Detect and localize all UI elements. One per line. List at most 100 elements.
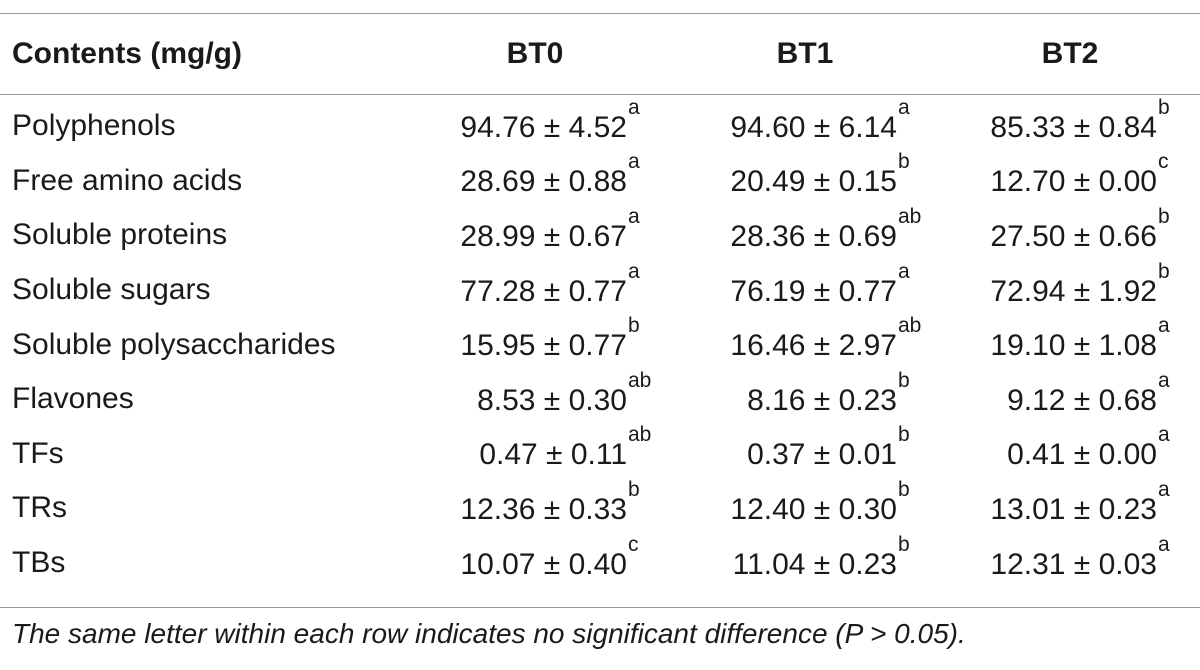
value-with-letter: 28.69 ± 0.88a [460, 150, 662, 199]
row-label: TRs [12, 491, 67, 525]
mean-sd-value: 94.76 ± 4.52 [460, 110, 627, 144]
significance-letter: a [898, 259, 910, 283]
mean-sd-value: 12.40 ± 0.30 [730, 492, 897, 526]
significance-letter: b [1158, 95, 1170, 119]
mean-sd-value: 72.94 ± 1.92 [990, 274, 1157, 308]
value-cell-bt0: 12.36 ± 0.33b [400, 478, 670, 536]
mean-sd-value: 20.49 ± 0.15 [730, 165, 897, 199]
mean-sd-value: 16.46 ± 2.97 [730, 329, 897, 363]
value-with-letter: 27.50 ± 0.66b [990, 205, 1192, 254]
significance-letter: b [1158, 204, 1170, 228]
table-row: Soluble polysaccharides 15.95 ± 0.77b 16.4… [0, 314, 1200, 372]
value-with-letter: 8.16 ± 0.23b [747, 369, 932, 418]
significance-letter: a [628, 204, 640, 228]
mean-sd-value: 94.60 ± 6.14 [730, 110, 897, 144]
value-cell-bt0: 77.28 ± 0.77a [400, 260, 670, 318]
value-with-letter: 28.36 ± 0.69ab [730, 205, 932, 254]
value-with-letter: 19.10 ± 1.08a [990, 314, 1192, 363]
value-cell-bt0: 0.47 ± 0.11ab [400, 423, 670, 482]
row-label: Soluble proteins [12, 218, 228, 252]
table-row: Free amino acids 28.69 ± 0.88a 20.49 ± 0.1… [0, 150, 1200, 209]
significance-letter: b [898, 423, 910, 447]
value-cell-bt0: 15.95 ± 0.77b [400, 314, 670, 372]
column-header-contents: Contents (mg/g) [12, 37, 242, 70]
table-top-rule [0, 13, 1200, 14]
significance-letter: a [1158, 314, 1170, 338]
value-with-letter: 12.31 ± 0.03a [990, 533, 1192, 582]
value-cell-bt2: 9.12 ± 0.68a [940, 368, 1200, 427]
table-header: Contents (mg/g) BT0 BT1 BT2 [0, 14, 1200, 94]
mean-sd-value: 10.07 ± 0.40 [460, 547, 627, 581]
row-label: Flavones [12, 382, 134, 416]
value-with-letter: 12.70 ± 0.00c [990, 150, 1192, 199]
value-with-letter: 76.19 ± 0.77a [730, 260, 932, 309]
table-row: Soluble proteins 28.99 ± 0.67a 28.36 ± 0.6… [0, 205, 1200, 263]
mean-sd-value: 9.12 ± 0.68 [1007, 383, 1157, 417]
value-with-letter: 8.53 ± 0.30ab [477, 369, 662, 418]
significance-letter: ab [898, 204, 922, 228]
value-cell-bt2: 12.70 ± 0.00c [940, 150, 1200, 209]
value-with-letter: 12.40 ± 0.30b [730, 478, 932, 527]
value-cell-bt0: 10.07 ± 0.40c [400, 533, 670, 591]
value-with-letter: 10.07 ± 0.40c [460, 533, 662, 582]
significance-letter: c [628, 532, 639, 556]
row-label: Free amino acids [12, 163, 243, 197]
value-cell-bt2: 19.10 ± 1.08a [940, 314, 1200, 372]
value-with-letter: 16.46 ± 2.97ab [730, 314, 932, 363]
value-with-letter: 15.95 ± 0.77b [460, 314, 662, 363]
value-cell-bt1: 76.19 ± 0.77a [670, 260, 940, 318]
column-header-bt0: BT0 [506, 37, 564, 70]
significance-letter: ab [628, 368, 652, 392]
value-cell-bt2: 72.94 ± 1.92b [940, 260, 1200, 318]
mean-sd-value: 0.47 ± 0.11 [479, 438, 627, 472]
mean-sd-value: 77.28 ± 0.77 [460, 274, 627, 308]
value-cell-bt0: 8.53 ± 0.30ab [400, 369, 670, 427]
value-cell-bt2: 27.50 ± 0.66b [940, 205, 1200, 263]
significance-letter: b [898, 150, 910, 174]
value-with-letter: 72.94 ± 1.92b [990, 260, 1192, 309]
row-label: TFs [12, 436, 64, 470]
significance-letter: a [1158, 477, 1170, 501]
value-cell-bt0: 28.99 ± 0.67a [400, 205, 670, 263]
significance-letter: c [1158, 150, 1169, 174]
table-row: Flavones 8.53 ± 0.30ab 8.16 ± 0.23b 9.12 ± … [0, 368, 1200, 427]
significance-letter: b [898, 368, 910, 392]
table-footnote: The same letter within each row indicate… [12, 618, 966, 649]
significance-letter: b [898, 477, 910, 501]
table-bottom-rule [0, 607, 1200, 608]
value-cell-bt1: 12.40 ± 0.30b [670, 478, 940, 536]
mean-sd-value: 0.37 ± 0.01 [747, 438, 897, 472]
value-cell-bt0: 28.69 ± 0.88a [400, 150, 670, 209]
table-row: Polyphenols 94.76 ± 4.52a 94.60 ± 6.14a 85.… [0, 94, 1200, 154]
value-with-letter: 13.01 ± 0.23a [990, 478, 1192, 527]
value-cell-bt1: 28.36 ± 0.69ab [670, 205, 940, 263]
mean-sd-value: 13.01 ± 0.23 [990, 492, 1157, 526]
value-cell-bt1: 11.04 ± 0.23b [670, 533, 940, 591]
value-cell-bt2: 13.01 ± 0.23a [940, 478, 1200, 536]
row-label: Polyphenols [12, 109, 176, 143]
table-header-rule [0, 94, 1200, 95]
significance-letter: ab [628, 423, 652, 447]
mean-sd-value: 28.99 ± 0.67 [460, 219, 627, 253]
mean-sd-value: 28.69 ± 0.88 [460, 165, 627, 199]
value-with-letter: 0.41 ± 0.00a [1007, 423, 1192, 472]
value-with-letter: 20.49 ± 0.15b [730, 150, 932, 199]
mean-sd-value: 85.33 ± 0.84 [990, 110, 1157, 144]
column-header-bt1: BT1 [776, 37, 834, 70]
value-with-letter: 28.99 ± 0.67a [460, 205, 662, 254]
value-cell-bt2: 0.41 ± 0.00a [940, 423, 1200, 482]
mean-sd-value: 76.19 ± 0.77 [730, 274, 897, 308]
mean-sd-value: 12.36 ± 0.33 [460, 492, 627, 526]
significance-letter: b [628, 477, 640, 501]
mean-sd-value: 28.36 ± 0.69 [730, 219, 897, 253]
mean-sd-value: 15.95 ± 0.77 [460, 329, 627, 363]
value-with-letter: 94.60 ± 6.14a [730, 96, 932, 145]
mean-sd-value: 8.16 ± 0.23 [747, 383, 897, 417]
value-with-letter: 12.36 ± 0.33b [460, 478, 662, 527]
significance-letter: a [1158, 368, 1170, 392]
mean-sd-value: 0.41 ± 0.00 [1007, 438, 1157, 472]
row-label: Soluble sugars [12, 273, 211, 307]
table-row: TRs 12.36 ± 0.33b 12.40 ± 0.30b 13.01 ± 0.2… [0, 478, 1200, 536]
mean-sd-value: 27.50 ± 0.66 [990, 219, 1157, 253]
mean-sd-value: 11.04 ± 0.23 [732, 547, 897, 581]
